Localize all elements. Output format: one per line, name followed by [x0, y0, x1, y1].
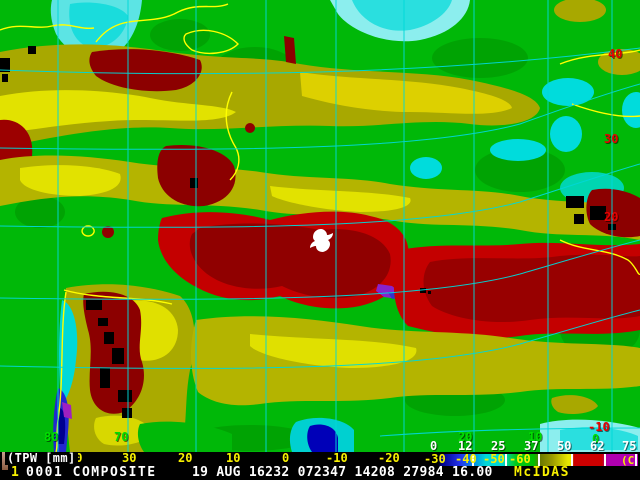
colorbar-value: 75: [622, 439, 637, 453]
lon-label-green: 10: [528, 430, 543, 444]
copyright-label: (C: [621, 454, 635, 467]
colorbar-tick: [472, 454, 474, 466]
frame-title: 0001 COMPOSITE: [26, 465, 157, 480]
lon-label-yellow: -60: [509, 452, 531, 466]
tpw-colorbar: [430, 454, 638, 466]
colorbar-value: 62: [590, 439, 605, 453]
moisture-blobs: [0, 0, 640, 452]
lon-label-yellow: 20: [178, 451, 193, 465]
frame-number: 1: [11, 465, 19, 480]
lon-label-yellow: 30: [122, 451, 137, 465]
colorbar-tick: [505, 454, 507, 466]
colorbar-value: 12: [458, 439, 473, 453]
lon-label-yellow: 0: [282, 451, 290, 465]
missing-data-patches: [0, 46, 616, 418]
hurricane-icon: [310, 229, 333, 252]
lon-label-green: 20: [458, 430, 473, 444]
lat-label-red: -10: [588, 420, 610, 434]
lon-label-yellow: 10: [226, 451, 241, 465]
lon-label-yellow: -50: [483, 452, 505, 466]
lon-label-yellow: -40: [455, 452, 477, 466]
colorbar-value: 25: [491, 439, 506, 453]
coastlines: [0, 3, 640, 453]
lon-label-green: 70: [114, 430, 129, 444]
lon-label-yellow: -30: [424, 452, 446, 466]
colorbar-value: 0: [430, 439, 438, 453]
frame-timestamp: 19 AUG 16232 072347 14208 27984 16.00: [192, 465, 493, 480]
latlon-grid-lines: [0, 0, 640, 454]
lat-label-red: 40: [608, 47, 623, 61]
lon-label-yellow: -20: [378, 451, 400, 465]
lat-label-red: 30: [604, 132, 619, 146]
mcidas-brand: McIDAS: [514, 465, 570, 480]
colorbar-tick: [538, 454, 540, 466]
colorbar-tick: [604, 454, 606, 466]
colorbar-value: 37: [524, 439, 539, 453]
product-label: (TPW [mm]: [5, 451, 78, 465]
lon-label-yellow: -10: [326, 451, 348, 465]
lat-label-red: 20: [604, 210, 619, 224]
lon-label-green: 80: [44, 430, 59, 444]
colorbar-tick: [635, 454, 637, 466]
lon-label-green: 0: [592, 432, 600, 446]
colorbar-value: 50: [557, 439, 572, 453]
tpw-satellite-map: [0, 0, 640, 454]
colorbar-tick: [571, 454, 573, 466]
